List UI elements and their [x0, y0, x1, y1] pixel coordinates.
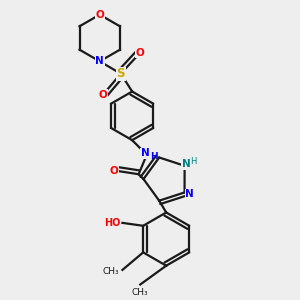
Text: N: N [185, 189, 194, 199]
Text: HO: HO [104, 218, 121, 228]
Text: CH₃: CH₃ [103, 267, 119, 276]
Text: N: N [182, 159, 190, 169]
Text: CH₃: CH₃ [132, 288, 148, 297]
Text: O: O [99, 90, 107, 100]
Text: O: O [110, 166, 119, 176]
Text: H: H [190, 158, 197, 166]
Text: O: O [95, 10, 104, 20]
Text: N: N [95, 56, 104, 66]
Text: N: N [141, 148, 149, 158]
Text: O: O [136, 48, 145, 58]
Text: S: S [117, 67, 125, 80]
Text: H: H [150, 152, 158, 161]
